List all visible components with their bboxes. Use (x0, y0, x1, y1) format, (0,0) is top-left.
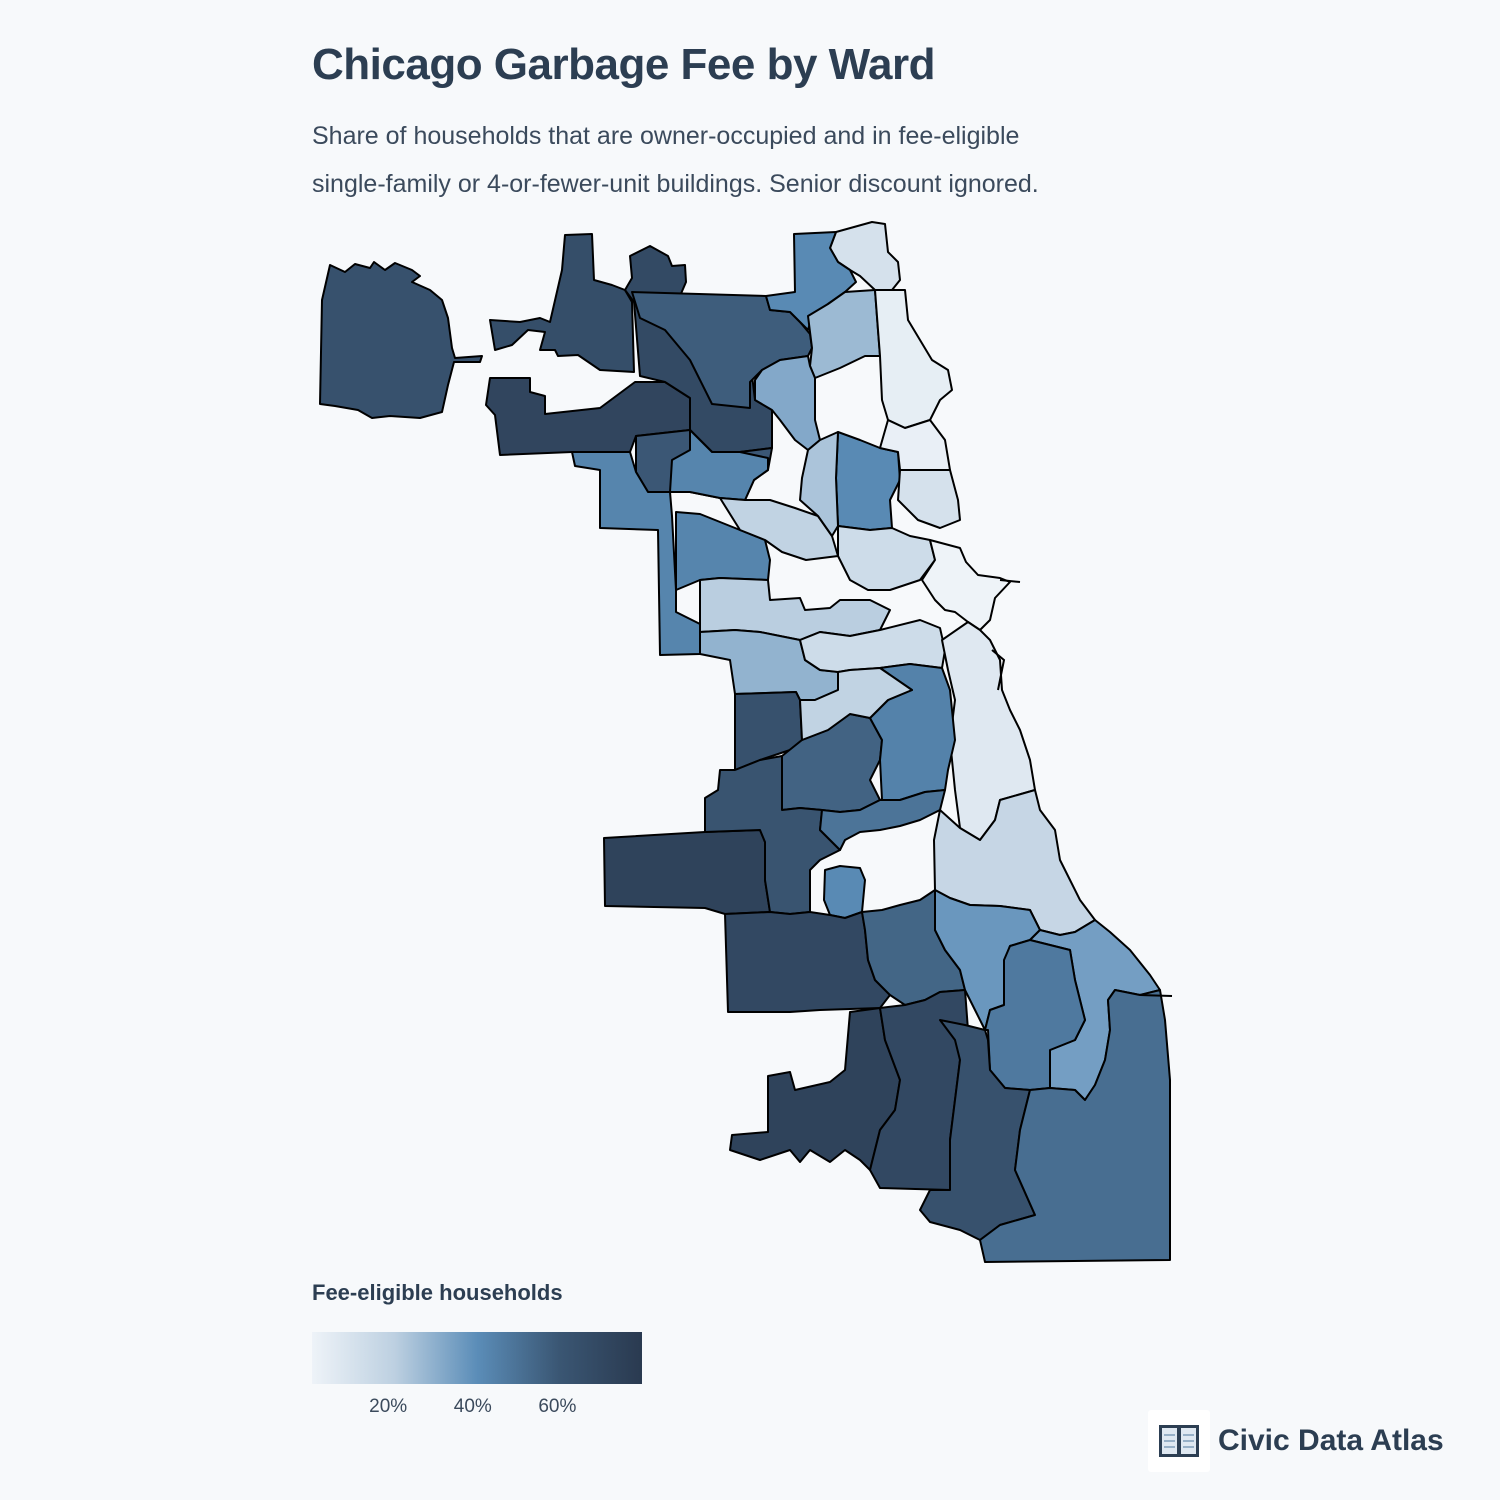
ward-far-southwest-dark[interactable] (729, 1007, 901, 1171)
ward-near-north-light[interactable] (837, 525, 936, 591)
ward-downtown[interactable] (921, 539, 1011, 631)
ward-northwest-upper[interactable] (489, 233, 635, 373)
map-title: Chicago Garbage Fee by Ward (312, 40, 936, 89)
ward-lakefront-lakeview[interactable] (897, 469, 961, 529)
ward-west-mid[interactable] (675, 511, 771, 591)
ward-far-south-mid-2[interactable] (979, 989, 1171, 1263)
ward-west-center[interactable] (799, 431, 839, 537)
lakeshore-details (991, 579, 1173, 997)
map-subtitle: Share of households that are owner-occup… (312, 112, 1172, 208)
ward-southwest-corner-dark[interactable] (603, 829, 771, 915)
ward-lakefront-north[interactable] (874, 289, 953, 429)
legend-tick-label: 20% (369, 1396, 408, 1417)
subtitle-line-2: single-family or 4-or-fewer-unit buildin… (312, 170, 1039, 198)
ward-south-mid[interactable] (819, 789, 946, 851)
legend-tick-label: 60% (538, 1396, 577, 1417)
legend-tick-label: 40% (453, 1396, 492, 1417)
subtitle-line-1: Share of households that are owner-occup… (312, 122, 1020, 150)
ward-south-central-light[interactable] (799, 667, 913, 741)
legend-title: Fee-eligible households (312, 1280, 563, 1305)
brand-name: Civic Data Atlas (1218, 1424, 1444, 1457)
brand-footer: Civic Data Atlas (1148, 1410, 1444, 1472)
ward-far-northwest-detached[interactable] (319, 261, 483, 419)
open-book-icon (1148, 1410, 1210, 1472)
ward-west-central-light[interactable] (719, 497, 839, 561)
ward-west-blue[interactable] (571, 451, 701, 656)
legend-color-scale (312, 1332, 642, 1384)
ward-south-small-blue[interactable] (823, 865, 866, 919)
